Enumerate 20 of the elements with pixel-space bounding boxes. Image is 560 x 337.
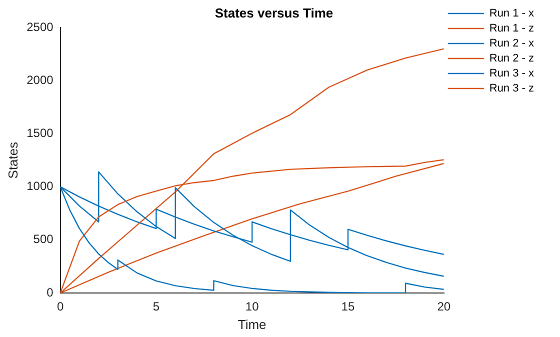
x-axis-title: Time	[238, 316, 266, 332]
x-tick-label: 10	[245, 300, 260, 314]
x-tick-label: 0	[56, 300, 64, 314]
legend-label: Run 3 - z	[489, 82, 534, 95]
legend-label: Run 1 - x	[489, 8, 534, 20]
x-tick-label: 20	[437, 300, 451, 314]
x-tick-label: 15	[341, 300, 355, 314]
y-tick-label: 500	[33, 232, 54, 246]
y-tick-label: 0	[46, 285, 54, 300]
legend-label: Run 2 - x	[489, 38, 534, 50]
y-tick-label: 1000	[26, 179, 54, 194]
y-tick-label: 2000	[26, 72, 54, 87]
legend-label: Run 3 - x	[489, 68, 534, 80]
legend-label: Run 2 - z	[489, 52, 534, 65]
y-axis-title: States	[5, 141, 20, 179]
y-tick-label: 1500	[26, 126, 54, 140]
chart-title: States versus Time	[214, 5, 334, 20]
x-tick-label: 5	[152, 300, 160, 314]
y-tick-label: 2500	[26, 20, 54, 34]
legend-label: Run 1 - z	[489, 22, 534, 35]
